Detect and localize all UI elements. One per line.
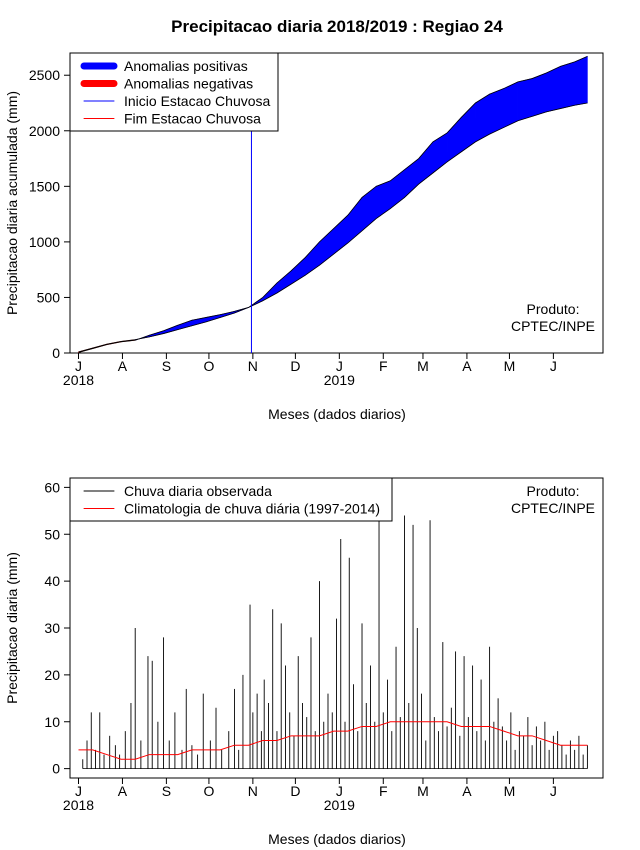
y-tick-label: 0 (52, 761, 60, 777)
positive-anomaly-segment (574, 55, 588, 106)
credit-line-1: Produto: (527, 301, 580, 317)
legend-label: Inicio Estacao Chuvosa (124, 93, 271, 109)
x-tick-label: A (118, 358, 128, 374)
figure-title: Precipitacao diaria 2018/2019 : Regiao 2… (171, 17, 503, 36)
positive-anomaly-segment (375, 180, 391, 220)
legend-label: Anomalias negativas (124, 76, 253, 92)
accumulated-precipitation-panel: 0 500 1000 1500 2000 2500 Precipitacao diaria … (4, 52, 604, 422)
y-tick-label: 2500 (29, 67, 60, 83)
plot-frame (69, 52, 604, 354)
y-axis-label: Precipitacao diaria (mm) (4, 552, 20, 704)
credit-line-1: Produto: (527, 483, 580, 499)
y-tick-label: 20 (44, 667, 60, 683)
x-tick-label: S (162, 783, 171, 799)
year-label: 2018 (63, 372, 94, 388)
legend-label: Chuva diaria observada (124, 483, 272, 499)
y-tick-label: 0 (52, 345, 60, 361)
year-label: 2019 (324, 797, 355, 813)
x-tick-label: O (203, 783, 214, 799)
x-tick-label: D (290, 783, 300, 799)
x-tick-label: J (550, 358, 557, 374)
observed-accumulated-line (78, 55, 588, 353)
legend-label: Fim Estacao Chuvosa (124, 111, 261, 127)
x-tick-label: J (75, 358, 82, 374)
positive-anomaly-segment (418, 141, 434, 185)
daily-precipitation-panel: 0 10 20 30 40 50 60 Precipitacao diaria (mm) J A S… (4, 477, 604, 847)
legend-box (69, 477, 393, 522)
y-tick-label: 60 (44, 479, 60, 495)
positive-anomaly-segment (531, 72, 547, 117)
x-tick-label: D (290, 358, 300, 374)
positive-anomaly-segment (517, 78, 533, 122)
legend-label: Anomalias positivas (124, 58, 248, 74)
climatology-line (78, 721, 588, 760)
x-tick-label: S (162, 358, 171, 374)
y-tick-label: 500 (37, 289, 61, 305)
positive-anomaly-segment (560, 61, 575, 109)
x-tick-label: A (462, 358, 472, 374)
y-tick-label: 50 (44, 526, 60, 542)
y-axis-label: Precipitacao diaria acumulada (mm) (4, 91, 20, 315)
x-axis-label: Meses (dados diarios) (268, 406, 406, 422)
x-tick-label: J (550, 783, 557, 799)
x-tick-label: A (118, 783, 128, 799)
y-tick-label: 10 (44, 714, 60, 730)
positive-anomaly-segment (503, 81, 519, 128)
x-tick-label: M (417, 358, 429, 374)
credit-line-2: CPTEC/INPE (511, 318, 595, 334)
positive-anomaly-segment (276, 270, 292, 294)
x-tick-label: J (75, 783, 82, 799)
positive-anomaly-segment (361, 185, 377, 232)
x-tick-label: J (336, 783, 343, 799)
x-tick-label: F (379, 358, 388, 374)
y-tick-label: 1500 (29, 178, 60, 194)
y-tick-label: 2000 (29, 123, 60, 139)
x-tick-label: F (379, 783, 388, 799)
y-tick-label: 30 (44, 620, 60, 636)
climatology-accumulated-line (78, 102, 588, 353)
y-tick-label: 40 (44, 573, 60, 589)
positive-anomaly-segment (347, 196, 363, 244)
x-tick-label: M (504, 783, 516, 799)
x-tick-label: O (203, 358, 214, 374)
x-tick-label: N (248, 358, 258, 374)
x-tick-label: J (336, 358, 343, 374)
credit-line-2: CPTEC/INPE (511, 500, 595, 516)
y-tick-label: 1000 (29, 234, 60, 250)
positive-anomaly-segment (446, 116, 462, 163)
x-tick-label: A (462, 783, 472, 799)
year-label: 2019 (324, 372, 355, 388)
year-label: 2018 (63, 797, 94, 813)
positive-anomaly-segment (545, 65, 561, 113)
x-tick-label: M (504, 358, 516, 374)
positive-anomaly-segment (177, 319, 193, 331)
x-tick-label: M (417, 783, 429, 799)
legend-label: Climatologia de chuva diária (1997-2014) (124, 501, 380, 517)
x-tick-label: N (248, 783, 258, 799)
positive-anomaly-segment (489, 88, 505, 135)
x-axis-label: Meses (dados diarios) (268, 831, 406, 847)
